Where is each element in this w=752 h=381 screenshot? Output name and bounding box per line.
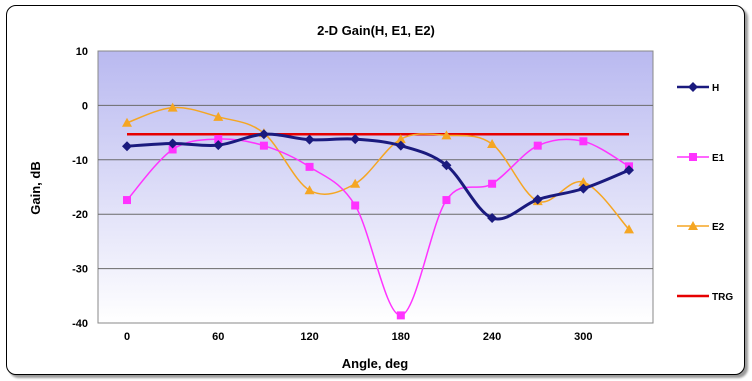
series-e2-point xyxy=(213,111,224,121)
series-e1-point xyxy=(214,135,223,144)
series-e2-point xyxy=(304,185,315,195)
series-e2-point xyxy=(487,139,498,149)
series-layer xyxy=(122,102,634,320)
x-tick-label: 300 xyxy=(574,331,592,343)
series-h-point xyxy=(167,138,178,149)
chart-title: 2-D Gain(H, E1, E2) xyxy=(317,23,435,38)
series-e1-point xyxy=(123,196,131,205)
series-e1-point xyxy=(533,141,542,150)
x-tick-label: 180 xyxy=(392,331,410,343)
series-e2-point xyxy=(624,224,634,234)
series-h-point xyxy=(441,160,452,171)
x-axis-label: Angle, deg xyxy=(342,356,409,371)
legend-h-marker xyxy=(688,82,698,92)
y-tick-label: -10 xyxy=(72,155,88,167)
series-h-point xyxy=(258,129,269,140)
y-tick-label: 10 xyxy=(76,46,88,58)
series-e1-point xyxy=(396,311,405,320)
series-h-point xyxy=(304,134,315,145)
y-tick-label: 0 xyxy=(82,100,88,112)
tick-labels: 10 0 -10 -20 -30 -40 0 60 120 180 240 300 xyxy=(72,46,592,343)
x-tick-label: 0 xyxy=(124,331,130,343)
series-e2-point xyxy=(441,130,452,140)
legend-trg-label: TRG xyxy=(712,292,733,303)
x-tick-label: 60 xyxy=(212,331,224,343)
y-tick-label: -20 xyxy=(72,209,88,221)
series-e2-point xyxy=(395,134,406,144)
legend-e2-marker xyxy=(688,221,698,230)
series-e1-point xyxy=(259,141,268,150)
plot-area xyxy=(97,50,654,324)
x-tick-label: 240 xyxy=(483,331,501,343)
series-e1-point xyxy=(579,137,588,146)
series-h-point xyxy=(624,165,634,176)
y-tick-label: -40 xyxy=(72,318,88,330)
legend-e1-label: E1 xyxy=(712,153,725,164)
legend-h-label: H xyxy=(712,83,719,94)
series-e2-point xyxy=(122,117,132,127)
series-e2-point xyxy=(350,178,361,188)
series-e1-point xyxy=(488,179,497,188)
series-e1-point xyxy=(442,196,451,205)
legend-e2-label: E2 xyxy=(712,222,725,233)
series-h-point xyxy=(213,140,224,151)
series-e1-point xyxy=(168,145,177,154)
series-h-point xyxy=(122,141,132,152)
series-h-point xyxy=(395,140,406,151)
y-tick-label: -30 xyxy=(72,264,88,276)
series-e1-point xyxy=(305,162,314,171)
series-e1-point xyxy=(351,201,360,210)
series-e2-point xyxy=(167,102,178,112)
y-axis-label: Gain, dB xyxy=(28,161,43,214)
legend-e1-marker xyxy=(689,153,697,161)
grid-lines xyxy=(98,104,653,270)
series-h-point xyxy=(532,194,543,205)
x-tick-label: 120 xyxy=(300,331,318,343)
series-h-point xyxy=(350,134,361,145)
legend: H E1 E2 TRG xyxy=(677,82,733,303)
series-h-point xyxy=(487,213,498,224)
series-e2-point xyxy=(578,177,589,187)
series-h-point xyxy=(578,183,589,194)
